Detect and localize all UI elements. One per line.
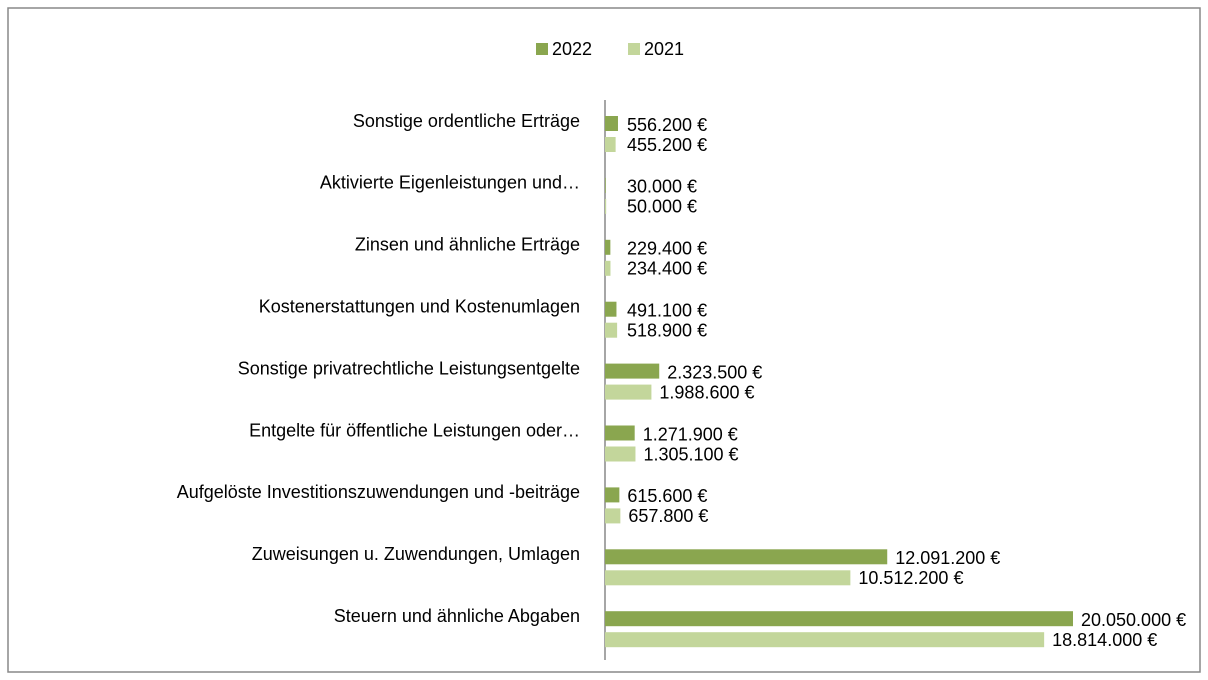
bar: [605, 508, 621, 524]
category-label: Sonstige ordentliche Erträge: [353, 111, 580, 131]
data-label: 234.400 €: [627, 259, 707, 279]
data-label: 30.000 €: [627, 177, 697, 197]
bar: [605, 384, 652, 400]
category-label: Aufgelöste Investitionszuwendungen und -…: [177, 482, 580, 502]
data-label: 10.512.200 €: [858, 568, 963, 588]
legend-label: 2021: [644, 39, 684, 59]
bar: [605, 363, 660, 379]
bar: [605, 260, 611, 276]
bar: [605, 239, 611, 255]
category-label: Zuweisungen u. Zuwendungen, Umlagen: [252, 544, 580, 564]
bar: [605, 137, 616, 152]
data-label: 491.100 €: [627, 300, 707, 320]
data-label: 615.600 €: [627, 486, 707, 506]
category-label: Sonstige privatrechtliche Leistungsentge…: [238, 358, 580, 378]
bar: [605, 425, 635, 441]
bar: [605, 570, 851, 586]
bar: [605, 446, 636, 462]
category-label: Zinsen und ähnliche Erträge: [355, 235, 580, 255]
data-label: 12.091.200 €: [895, 548, 1000, 568]
legend-label: 2022: [552, 39, 592, 59]
bar: [605, 301, 617, 317]
data-label: 50.000 €: [627, 197, 697, 217]
data-label: 1.271.900 €: [643, 424, 738, 444]
bar: [605, 116, 618, 131]
bar: [605, 177, 606, 193]
data-label: 229.400 €: [627, 239, 707, 259]
bar: [605, 322, 618, 338]
data-label: 1.988.600 €: [659, 382, 754, 402]
category-label: Kostenerstattungen und Kostenumlagen: [259, 296, 580, 316]
bar: [605, 549, 888, 565]
chart-frame: [7, 7, 1201, 673]
bar: [605, 632, 1045, 648]
bar: [605, 611, 1073, 627]
data-label: 455.200 €: [627, 135, 707, 155]
bar: [605, 487, 620, 503]
category-label: Steuern und ähnliche Abgaben: [334, 606, 580, 626]
category-label: Aktivierte Eigenleistungen und…: [320, 173, 580, 193]
data-label: 18.814.000 €: [1052, 630, 1157, 650]
bar: [605, 198, 607, 214]
data-label: 556.200 €: [627, 115, 707, 135]
data-label: 1.305.100 €: [643, 444, 738, 464]
legend-swatch: [628, 43, 640, 55]
legend-swatch: [536, 43, 548, 55]
data-label: 20.050.000 €: [1081, 610, 1186, 630]
category-label: Entgelte für öffentliche Leistungen oder…: [249, 420, 580, 440]
data-label: 518.900 €: [627, 320, 707, 340]
data-label: 2.323.500 €: [667, 362, 762, 382]
data-label: 657.800 €: [628, 506, 708, 526]
